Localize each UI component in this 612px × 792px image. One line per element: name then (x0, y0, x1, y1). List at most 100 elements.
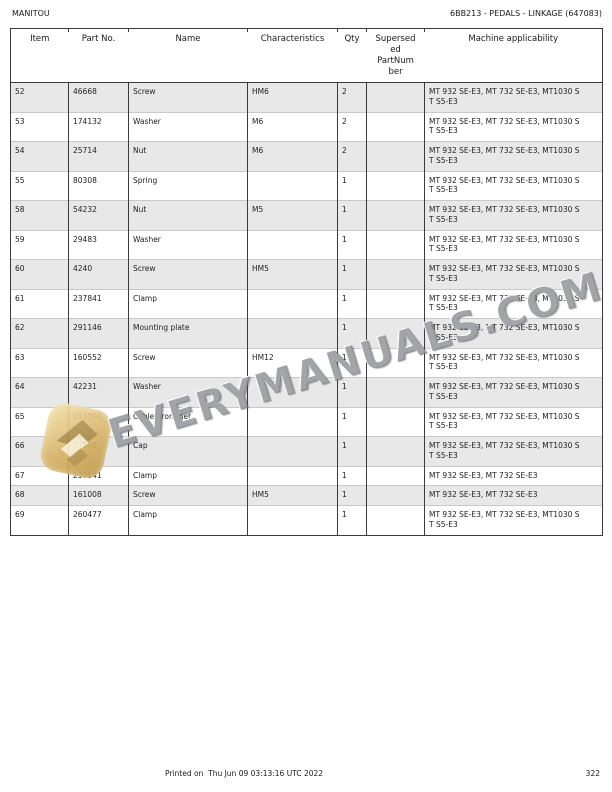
cell-name: Cap (128, 436, 248, 467)
cell-name: Screw (128, 347, 248, 378)
cell-characteristics (247, 318, 338, 349)
cell-characteristics (247, 465, 338, 486)
cell-qty: 1 (337, 485, 367, 506)
table-row: 65 213394 Cable grommet 1 MT 932 SE-E3, … (10, 406, 603, 437)
cell-applicability: MT 932 SE-E3, MT 732 SE-E3, MT1030 S T S… (424, 436, 603, 467)
col-header-qty: Qty (336, 28, 367, 84)
cell-qty: 2 (337, 141, 367, 172)
cell-item: 55 (10, 170, 69, 201)
page-header: MANITOU 6BB213 - PEDALS - LINKAGE (64708… (12, 8, 602, 20)
cell-superseded (366, 436, 425, 467)
cell-qty: 2 (337, 111, 367, 142)
cell-applicability: MT 932 SE-E3, MT 732 SE-E3, MT1030 S T S… (424, 111, 603, 142)
cell-superseded (366, 377, 425, 408)
cell-name: Nut (128, 200, 248, 231)
cell-part-no: 29483 (68, 229, 129, 260)
parts-table-body: 52 46668 Screw HM6 2 MT 932 SE-E3, MT 73… (10, 82, 603, 536)
cell-superseded (366, 170, 425, 201)
table-row: 67 237841 Clamp 1 MT 932 SE-E3, MT 732 S… (10, 465, 603, 486)
cell-part-no: 213394 (68, 406, 129, 437)
cell-applicability: MT 932 SE-E3, MT 732 SE-E3, MT1030 S T S… (424, 200, 603, 231)
col-header-machine-applicability: Machine applicability (423, 28, 603, 84)
cell-applicability: MT 932 SE-E3, MT 732 SE-E3, MT1030 S T S… (424, 141, 603, 172)
cell-characteristics: HM12 (247, 347, 338, 378)
cell-item: 65 (10, 406, 69, 437)
cell-applicability: MT 932 SE-E3, MT 732 SE-E3, MT1030 S T S… (424, 377, 603, 408)
table-row: 58 54232 Nut M5 1 MT 932 SE-E3, MT 732 S… (10, 200, 603, 231)
cell-item: 59 (10, 229, 69, 260)
cell-item: 58 (10, 200, 69, 231)
table-row: 60 4240 Screw HM5 1 MT 932 SE-E3, MT 732… (10, 259, 603, 290)
cell-qty: 1 (337, 505, 367, 536)
cell-part-no: 25714 (68, 141, 129, 172)
cell-name: Cable grommet (128, 406, 248, 437)
cell-superseded (366, 318, 425, 349)
cell-superseded (366, 229, 425, 260)
cell-characteristics (247, 170, 338, 201)
cell-name: Spring (128, 170, 248, 201)
cell-applicability: MT 932 SE-E3, MT 732 SE-E3, MT1030 S T S… (424, 82, 603, 113)
parts-table-header: Item Part No. Name Characteristics Qty S… (10, 28, 603, 84)
col-header-characteristics: Characteristics (246, 28, 338, 84)
cell-item: 63 (10, 347, 69, 378)
page-number: 322 (585, 769, 600, 778)
cell-part-no: 260477 (68, 505, 129, 536)
cell-characteristics (247, 406, 338, 437)
cell-characteristics (247, 436, 338, 467)
cell-name: Clamp (128, 288, 248, 319)
cell-name: Clamp (128, 505, 248, 536)
table-row: 64 42231 Washer 1 MT 932 SE-E3, MT 732 S… (10, 377, 603, 408)
table-row: 61 237841 Clamp 1 MT 932 SE-E3, MT 732 S… (10, 288, 603, 319)
cell-item: 60 (10, 259, 69, 290)
cell-qty: 1 (337, 259, 367, 290)
cell-name: Clamp (128, 465, 248, 486)
cell-part-no: 237841 (68, 465, 129, 486)
cell-item: 67 (10, 465, 69, 486)
cell-applicability: MT 932 SE-E3, MT 732 SE-E3, MT1030 S T S… (424, 229, 603, 260)
cell-name: Washer (128, 377, 248, 408)
cell-characteristics (247, 505, 338, 536)
cell-characteristics: M5 (247, 200, 338, 231)
cell-part-no: 80308 (68, 170, 129, 201)
cell-name: Nut (128, 141, 248, 172)
cell-name: Washer (128, 229, 248, 260)
cell-applicability: MT 932 SE-E3, MT 732 SE-E3 (424, 465, 603, 486)
cell-part-no: 77960 (68, 436, 129, 467)
cell-characteristics: HM6 (247, 82, 338, 113)
cell-name: Mounting plate (128, 318, 248, 349)
cell-part-no: 161008 (68, 485, 129, 506)
cell-item: 69 (10, 505, 69, 536)
cell-characteristics: HM5 (247, 259, 338, 290)
table-row: 59 29483 Washer 1 MT 932 SE-E3, MT 732 S… (10, 229, 603, 260)
cell-item: 52 (10, 82, 69, 113)
cell-qty: 2 (337, 82, 367, 113)
cell-item: 54 (10, 141, 69, 172)
col-header-item: Item (10, 28, 69, 84)
table-row: 69 260477 Clamp 1 MT 932 SE-E3, MT 732 S… (10, 505, 603, 536)
cell-name: Screw (128, 82, 248, 113)
cell-superseded (366, 82, 425, 113)
cell-characteristics (247, 229, 338, 260)
cell-applicability: MT 932 SE-E3, MT 732 SE-E3, MT1030 S T S… (424, 347, 603, 378)
cell-part-no: 174132 (68, 111, 129, 142)
cell-superseded (366, 288, 425, 319)
cell-qty: 1 (337, 377, 367, 408)
cell-part-no: 54232 (68, 200, 129, 231)
cell-qty: 1 (337, 347, 367, 378)
cell-applicability: MT 932 SE-E3, MT 732 SE-E3 (424, 485, 603, 506)
cell-item: 68 (10, 485, 69, 506)
table-row: 52 46668 Screw HM6 2 MT 932 SE-E3, MT 73… (10, 82, 603, 113)
cell-name: Screw (128, 259, 248, 290)
parts-table: Item Part No. Name Characteristics Qty S… (10, 28, 603, 536)
col-header-part-no: Part No. (67, 28, 129, 84)
cell-characteristics: HM5 (247, 485, 338, 506)
cell-applicability: MT 932 SE-E3, MT 732 SE-E3, MT1030 S T S… (424, 406, 603, 437)
table-row: 63 160552 Screw HM12 1 MT 932 SE-E3, MT … (10, 347, 603, 378)
printed-timestamp: Printed on Thu Jun 09 03:13:16 UTC 2022 (165, 769, 324, 778)
col-header-superseded-partnumber: Supersed ed PartNum ber (365, 28, 425, 84)
cell-part-no: 42231 (68, 377, 129, 408)
cell-item: 66 (10, 436, 69, 467)
cell-superseded (366, 485, 425, 506)
table-row: 68 161008 Screw HM5 1 MT 932 SE-E3, MT 7… (10, 485, 603, 506)
cell-superseded (366, 141, 425, 172)
